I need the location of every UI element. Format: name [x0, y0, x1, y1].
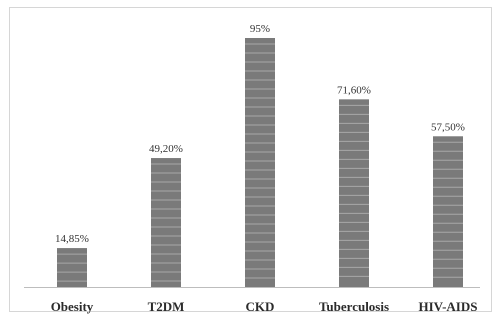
category-tick-label: Tuberculosis [319, 299, 389, 314]
data-label: 14,85% [55, 233, 89, 245]
labels-layer: 14,85% Obesity 49,20% T2DM 95% CKD 71,60% Tuber… [51, 23, 478, 314]
bar-ckd [245, 38, 275, 287]
data-label: 57,50% [431, 121, 465, 133]
bar-obesity [57, 248, 87, 287]
category-tick-label: CKD [246, 299, 275, 314]
bar-rect [339, 99, 369, 287]
bar-t2dm [151, 158, 181, 287]
data-label: 49,20% [149, 143, 183, 155]
category-tick-label: Obesity [51, 299, 94, 314]
category-tick-label: T2DM [148, 299, 185, 314]
category-tick-label: HIV-AIDS [419, 299, 478, 314]
bars-layer [57, 38, 463, 287]
bar-rect [433, 136, 463, 287]
bar-tuberculosis [339, 99, 369, 287]
bar-rect [151, 158, 181, 287]
data-label: 95% [250, 23, 270, 35]
bar-hiv-aids [433, 136, 463, 287]
bar-rect [245, 38, 275, 287]
data-label: 71,60% [337, 84, 371, 96]
